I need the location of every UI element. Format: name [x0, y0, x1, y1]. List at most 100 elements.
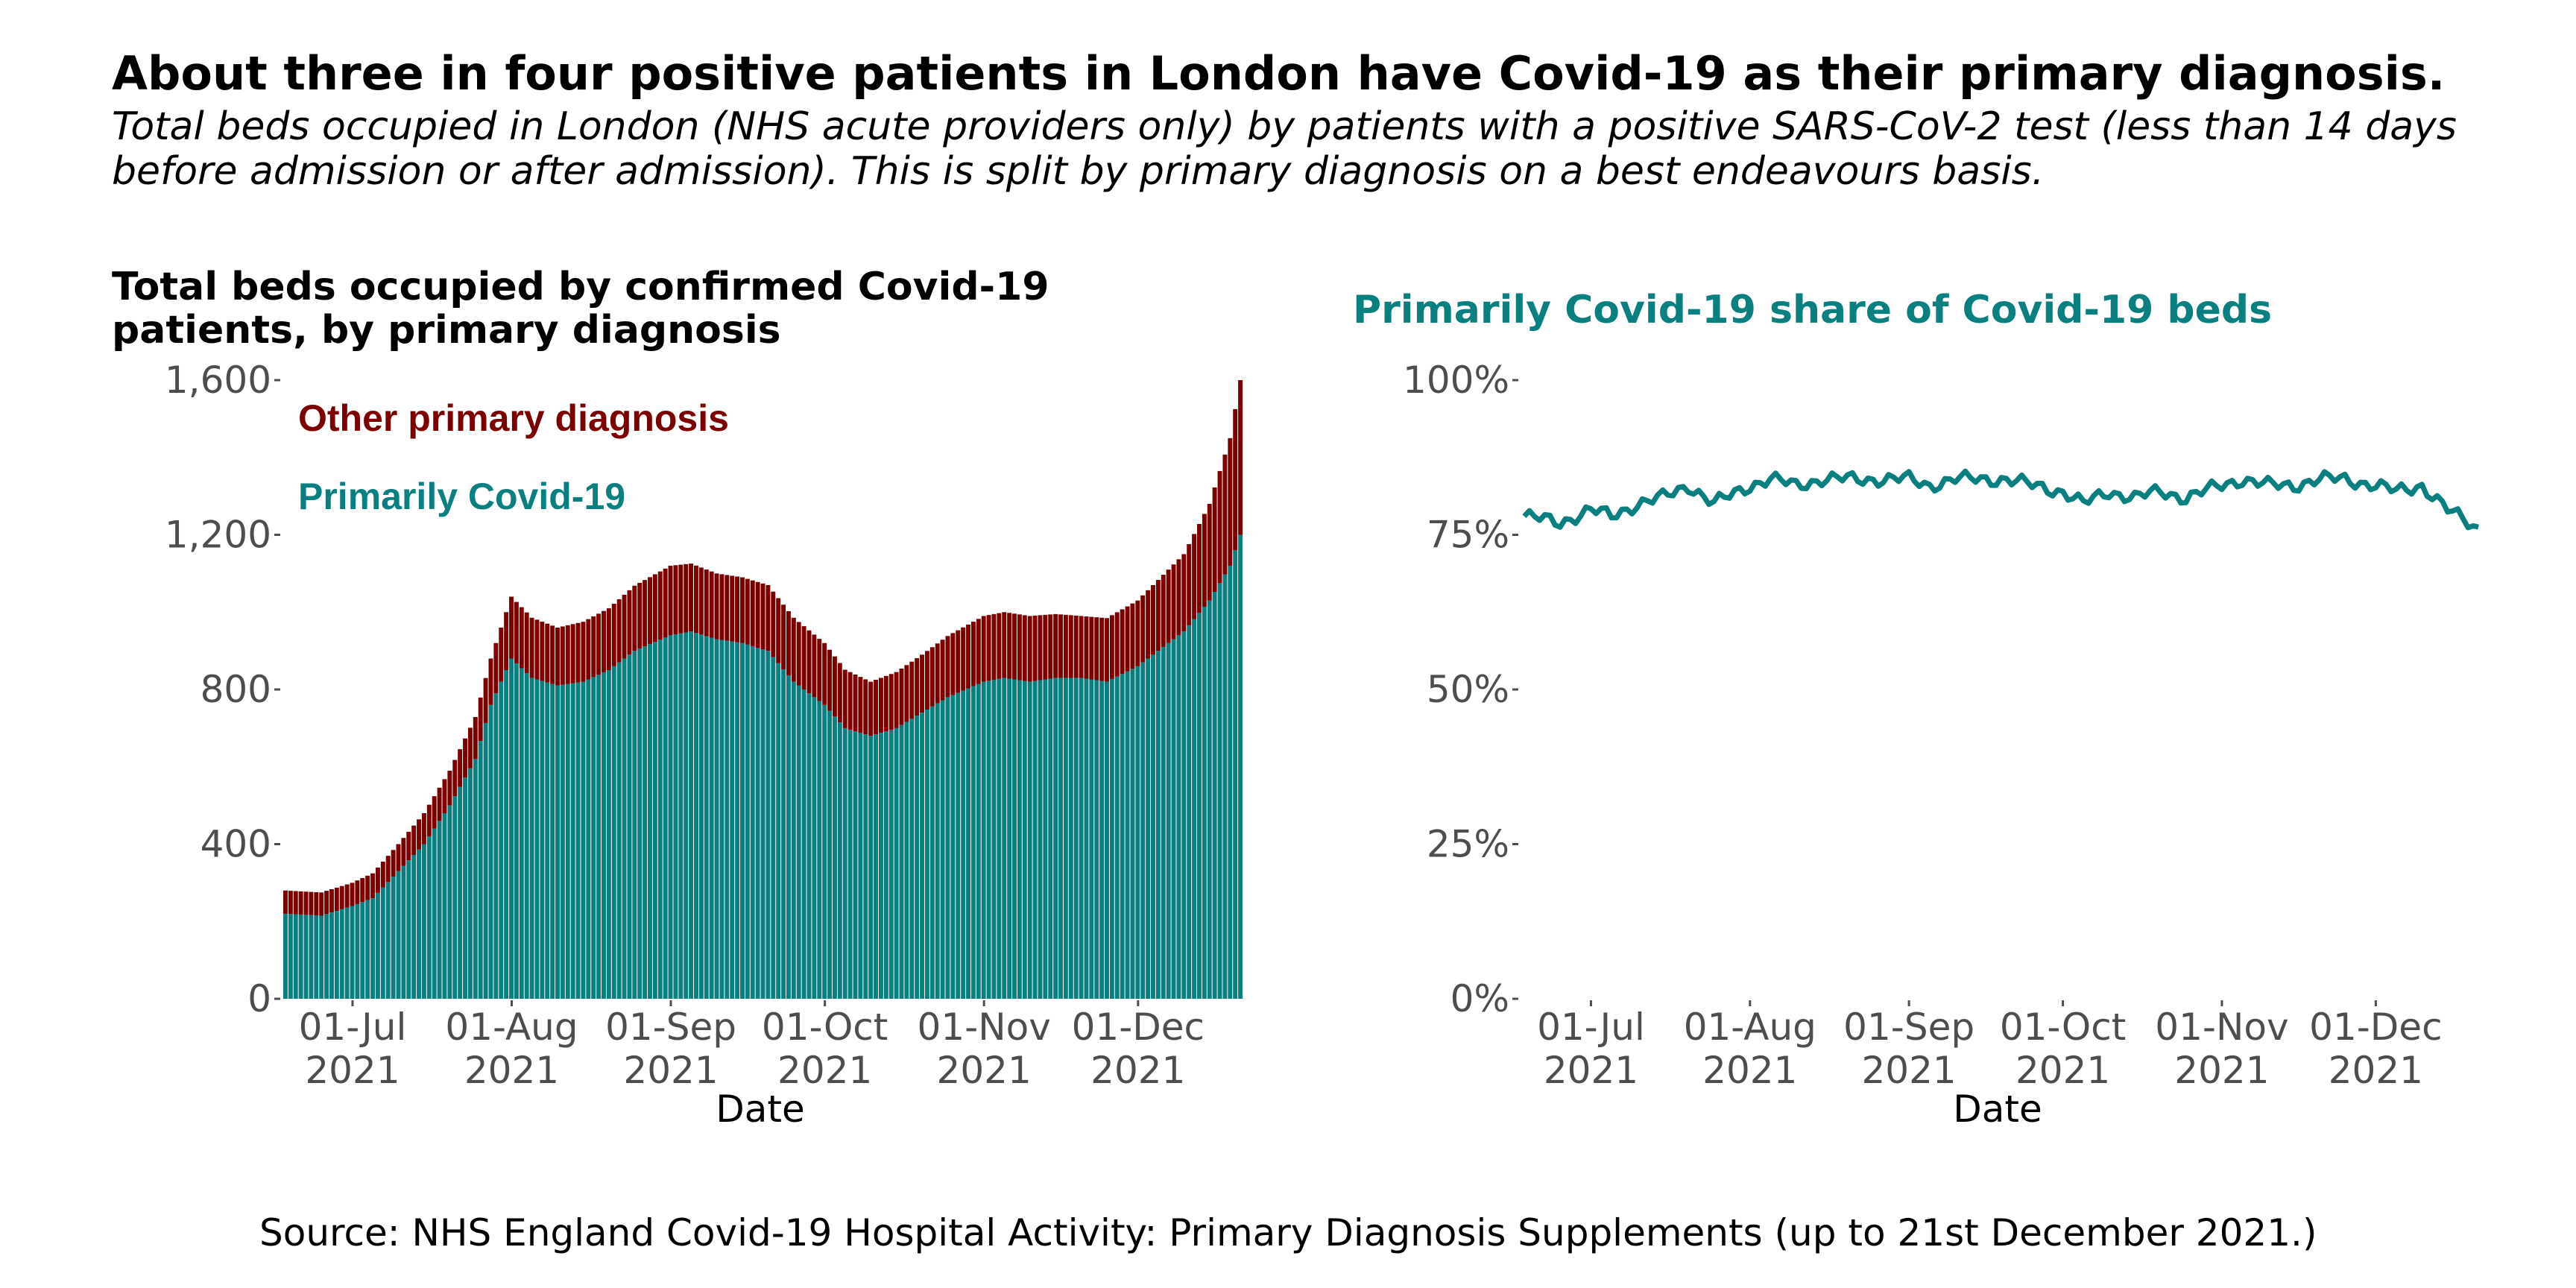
bar-other	[643, 580, 648, 647]
bar-other	[637, 582, 643, 649]
bar-primary	[565, 684, 570, 999]
bar-other	[1192, 534, 1197, 619]
bar-other	[324, 891, 329, 915]
bar-primary	[652, 642, 657, 999]
bar-other	[817, 639, 822, 701]
bar-primary	[673, 634, 678, 999]
bar-primary	[437, 821, 442, 1000]
page-title: About three in four positive patients in…	[112, 46, 2446, 101]
y-tick-label: 1,200	[165, 514, 271, 557]
bar-primary	[1002, 678, 1007, 999]
bar-other	[956, 630, 961, 693]
bar-primary	[360, 902, 365, 999]
bar-other	[344, 884, 350, 908]
bar-other	[437, 787, 442, 821]
bar-other	[380, 862, 385, 888]
bar-other	[755, 581, 760, 648]
bar-primary	[1207, 600, 1212, 999]
bar-other	[565, 625, 570, 684]
bar-other	[616, 599, 622, 663]
bar-other	[991, 613, 997, 681]
bar-primary	[698, 634, 704, 999]
bar-primary	[324, 914, 329, 999]
y-tick-label: 0%	[1450, 977, 1509, 1020]
bar-other	[473, 716, 478, 760]
y-tick-label: 800	[201, 668, 271, 711]
bar-primary	[915, 716, 920, 999]
bar-primary	[504, 670, 509, 999]
bar-other	[704, 569, 709, 637]
bar-other	[555, 628, 560, 686]
bar-primary	[1146, 658, 1151, 999]
bar-primary	[1053, 678, 1058, 999]
bar-other	[837, 663, 842, 723]
x-tick-label: 01-Dec	[1072, 1006, 1205, 1049]
bar-other	[483, 678, 488, 723]
bar-primary	[417, 849, 421, 999]
bar-other	[627, 590, 632, 655]
bar-other	[288, 891, 293, 915]
bar-primary	[380, 887, 385, 999]
bar-chart-x-axis: 01-Jul202101-Aug202101-Sep202101-Oct2021…	[299, 1000, 1205, 1092]
bar-primary	[888, 729, 894, 999]
bar-other	[442, 779, 447, 813]
bar-primary	[986, 681, 991, 999]
bar-other	[586, 619, 591, 680]
x-tick-label: 01-Nov	[2155, 1006, 2288, 1049]
bar-other	[575, 622, 581, 683]
bar-primary	[883, 731, 888, 999]
bar-other	[458, 749, 463, 787]
bar-primary	[350, 906, 355, 999]
bar-other	[293, 891, 298, 915]
bar-primary	[1058, 678, 1063, 999]
bar-other	[909, 661, 915, 719]
bar-primary	[1099, 681, 1105, 999]
bar-primary	[463, 777, 467, 999]
bar-primary	[878, 733, 883, 999]
bar-primary	[375, 892, 380, 999]
bar-other	[534, 619, 540, 680]
x-tick-label: 01-Jul	[299, 1006, 407, 1049]
bar-other	[714, 573, 719, 640]
bar-other	[920, 654, 924, 713]
bar-other	[652, 574, 657, 643]
bar-other	[858, 677, 863, 733]
bar-primary	[396, 871, 401, 999]
bar-primary	[1125, 671, 1130, 999]
bar-primary	[509, 658, 514, 999]
bar-other	[915, 657, 920, 716]
bar-chart-title: Total beds occupied by confirmed Covid-1…	[112, 265, 1049, 353]
bar-primary	[473, 759, 478, 1000]
bar-primary	[602, 672, 606, 999]
line-chart-title: Primarily Covid-19 share of Covid-19 bed…	[1353, 288, 2273, 332]
bar-other	[745, 578, 750, 645]
bar-primary	[1048, 678, 1053, 999]
bar-other	[550, 625, 555, 684]
bar-primary	[827, 710, 833, 999]
bar-primary	[689, 631, 694, 999]
bar-primary	[586, 679, 591, 999]
bar-other	[1166, 569, 1171, 643]
bar-other	[648, 577, 652, 645]
bar-primary	[765, 651, 771, 1000]
bar-other	[899, 668, 904, 725]
bar-primary	[1181, 631, 1187, 999]
bar-primary	[1130, 669, 1135, 999]
bar-other	[396, 844, 401, 871]
bar-other	[678, 564, 684, 634]
bar-other	[1079, 616, 1084, 678]
bar-primary	[524, 672, 529, 999]
bar-other	[694, 565, 698, 634]
bar-primary	[488, 704, 493, 999]
bar-other	[411, 825, 417, 856]
bar-other	[786, 611, 791, 676]
bar-other	[883, 675, 888, 732]
bar-primary	[1114, 676, 1120, 999]
bar-primary	[309, 915, 314, 999]
bar-primary	[920, 713, 924, 1000]
bar-primary	[1171, 639, 1176, 999]
x-tick-label: 01-Aug	[1684, 1006, 1816, 1049]
bar-other	[1171, 564, 1176, 640]
bar-primary	[832, 716, 837, 999]
